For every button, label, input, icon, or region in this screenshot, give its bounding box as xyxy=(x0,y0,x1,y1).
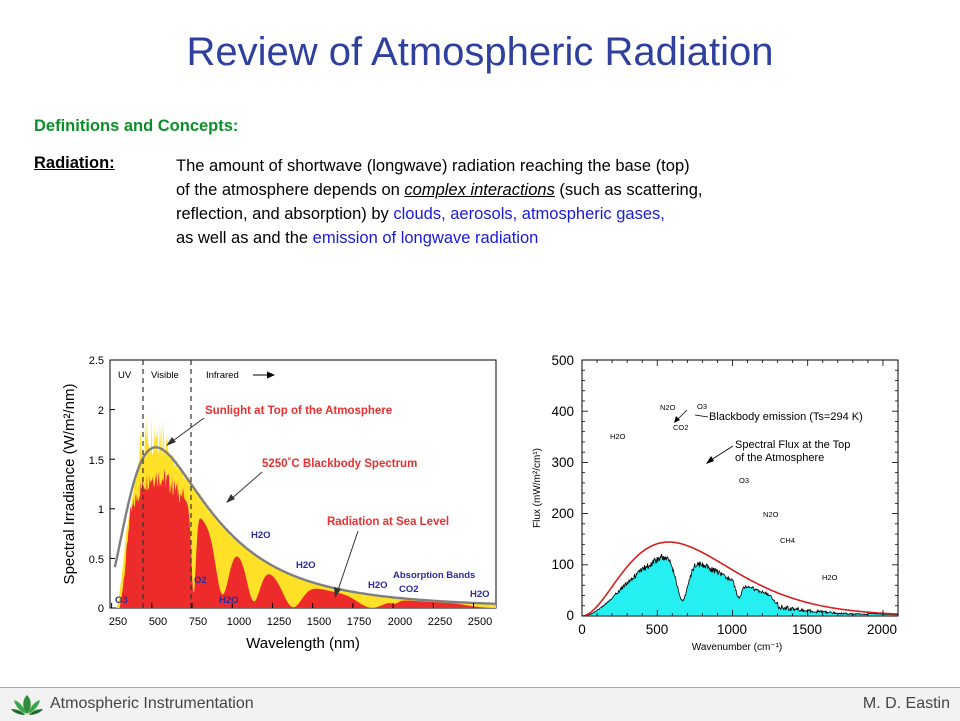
gas-label-h2o: H2O xyxy=(219,595,239,606)
longwave-spectrum-figure: 0 100 200 300 400 500 0 500 1000 1500 20… xyxy=(532,353,899,653)
x-tick-label: 250 xyxy=(109,616,127,628)
y-tick-label: 0 xyxy=(566,608,574,623)
gas-label-ch4: CH4 xyxy=(780,536,795,545)
spectral-flux-pointer xyxy=(710,445,734,461)
x-tick-label: 1500 xyxy=(792,622,822,637)
label-blackbody-emission: Blackbody emission (Ts=294 K) xyxy=(709,411,863,423)
highlight-text: emission of longwave radiation xyxy=(312,229,539,247)
blackbody-pointer-head xyxy=(226,494,235,503)
y-tick-label: 1.5 xyxy=(89,455,104,467)
region-label-uv: UV xyxy=(118,370,132,381)
y-tick-label: 200 xyxy=(551,506,574,521)
gas-label-o3: O3 xyxy=(739,476,749,485)
sea-level-irradiance-area xyxy=(111,469,496,608)
o3-pointer-head xyxy=(674,416,680,423)
label-blackbody-spectrum: 5250˚C Blackbody Spectrum xyxy=(262,458,417,470)
gas-label-h2o: H2O xyxy=(251,530,271,541)
lotus-logo-icon xyxy=(11,695,43,715)
region-label-visible: Visible xyxy=(151,370,179,381)
label-absorption-bands: Absorption Bands xyxy=(393,570,475,581)
x-tick-label: 1000 xyxy=(227,616,251,628)
definition-paragraph: The amount of shortwave (longwave) radia… xyxy=(176,154,916,250)
x-axis-label: Wavenumber (cm⁻¹) xyxy=(692,642,782,653)
blackbody-pointer xyxy=(229,471,263,501)
y-tick-label: 100 xyxy=(551,557,574,572)
x-tick-label: 1750 xyxy=(347,616,371,628)
page-title: Review of Atmospheric Radiation xyxy=(186,30,774,74)
y-tick-label: 2 xyxy=(98,405,104,417)
gas-label-h2o: H2O xyxy=(296,560,316,571)
blackbody-pointer xyxy=(694,414,709,418)
blackbody-emission-curve xyxy=(583,541,898,616)
gas-label-co2: CO2 xyxy=(399,584,419,595)
x-tick-label: 500 xyxy=(646,622,669,637)
x-tick-label: 2000 xyxy=(867,622,897,637)
x-tick-label: 1500 xyxy=(307,616,331,628)
label-sea-level: Radiation at Sea Level xyxy=(327,516,449,528)
x-tick-label: 2250 xyxy=(428,616,452,628)
label-spectral-flux-line1: Spectral Flux at the Top xyxy=(735,439,850,451)
right-plot-frame xyxy=(581,359,899,617)
y-axis-label: Spectral Irradiance (W/m²/nm) xyxy=(61,384,78,585)
paragraph-line-4: as well as and the emission of longwave … xyxy=(176,226,916,250)
sealevel-pointer xyxy=(336,530,359,594)
footer-author: M. D. Eastin xyxy=(862,695,950,712)
left-axis-ticks xyxy=(110,359,474,609)
x-tick-label: 1000 xyxy=(717,622,747,637)
y-tick-label: 1 xyxy=(98,504,104,516)
y-tick-label: 0 xyxy=(98,603,104,615)
y-tick-label: 500 xyxy=(551,353,574,368)
y-tick-label: 2.5 xyxy=(89,355,104,367)
blackbody-curve xyxy=(113,446,496,605)
x-axis-label: Wavelength (nm) xyxy=(246,635,360,652)
gas-label-o3: O3 xyxy=(697,402,707,411)
section-heading: Definitions and Concepts: xyxy=(34,117,239,135)
y-tick-label: 300 xyxy=(551,455,574,470)
term-label: Radiation: xyxy=(34,154,115,172)
y-axis-label: Flux (mW/m²/cm¹) xyxy=(532,448,543,528)
emphasis-text: complex interactions xyxy=(404,181,555,199)
x-tick-label: 2500 xyxy=(468,616,492,628)
o3-pointer xyxy=(676,409,688,421)
solar-spectrum-figure: 0 0.5 1 1.5 2 2.5 250 500 750 1000 1250 … xyxy=(61,355,497,652)
paragraph-line-1: The amount of shortwave (longwave) radia… xyxy=(176,157,690,175)
gas-label-n2o: N2O xyxy=(660,403,676,412)
text-segment: of the atmosphere depends on xyxy=(176,181,405,199)
y-tick-label: 400 xyxy=(551,404,574,419)
gas-label-h2o: H2O xyxy=(470,589,490,600)
x-tick-label: 500 xyxy=(149,616,167,628)
paragraph-line-3: reflection, and absorption) by clouds, a… xyxy=(176,202,916,226)
sunlight-pointer xyxy=(169,417,205,444)
label-spectral-flux-line2: of the Atmosphere xyxy=(735,452,824,464)
highlight-text: clouds, aerosols, atmospheric gases, xyxy=(393,205,665,223)
gas-label-h2o: H2O xyxy=(368,580,388,591)
text-segment: as well as and the xyxy=(176,229,313,247)
gas-label-o3: O3 xyxy=(115,595,128,606)
paragraph-line-2: of the atmosphere depends on complex int… xyxy=(176,178,916,202)
y-tick-label: 0.5 xyxy=(89,554,104,566)
region-label-infrared: Infrared xyxy=(206,370,239,381)
x-tick-label: 750 xyxy=(189,616,207,628)
text-segment: (such as scattering, xyxy=(554,181,703,199)
x-tick-label: 0 xyxy=(578,622,586,637)
sunlight-pointer-head xyxy=(166,437,176,446)
infrared-arrowhead xyxy=(267,371,275,379)
label-sunlight-toa: Sunlight at Top of the Atmosphere xyxy=(205,405,392,417)
footer-bar: Atmospheric Instrumentation M. D. Eastin xyxy=(0,687,960,721)
gas-label-o2: O2 xyxy=(194,575,207,586)
x-tick-label: 2000 xyxy=(388,616,412,628)
gas-label-co2: CO2 xyxy=(673,423,688,432)
text-segment: reflection, and absorption) by xyxy=(176,205,394,223)
sealevel-pointer-head xyxy=(334,587,341,598)
gas-label-h2o: H2O xyxy=(822,573,838,582)
footer-course-name: Atmospheric Instrumentation xyxy=(50,695,254,712)
spectral-flux-pointer-head xyxy=(706,456,714,464)
gas-label-n2o: N2O xyxy=(763,510,779,519)
right-axis-ticks xyxy=(581,359,899,617)
gas-label-h2o: H2O xyxy=(610,432,626,441)
x-tick-label: 1250 xyxy=(267,616,291,628)
toa-flux-area xyxy=(585,554,898,616)
